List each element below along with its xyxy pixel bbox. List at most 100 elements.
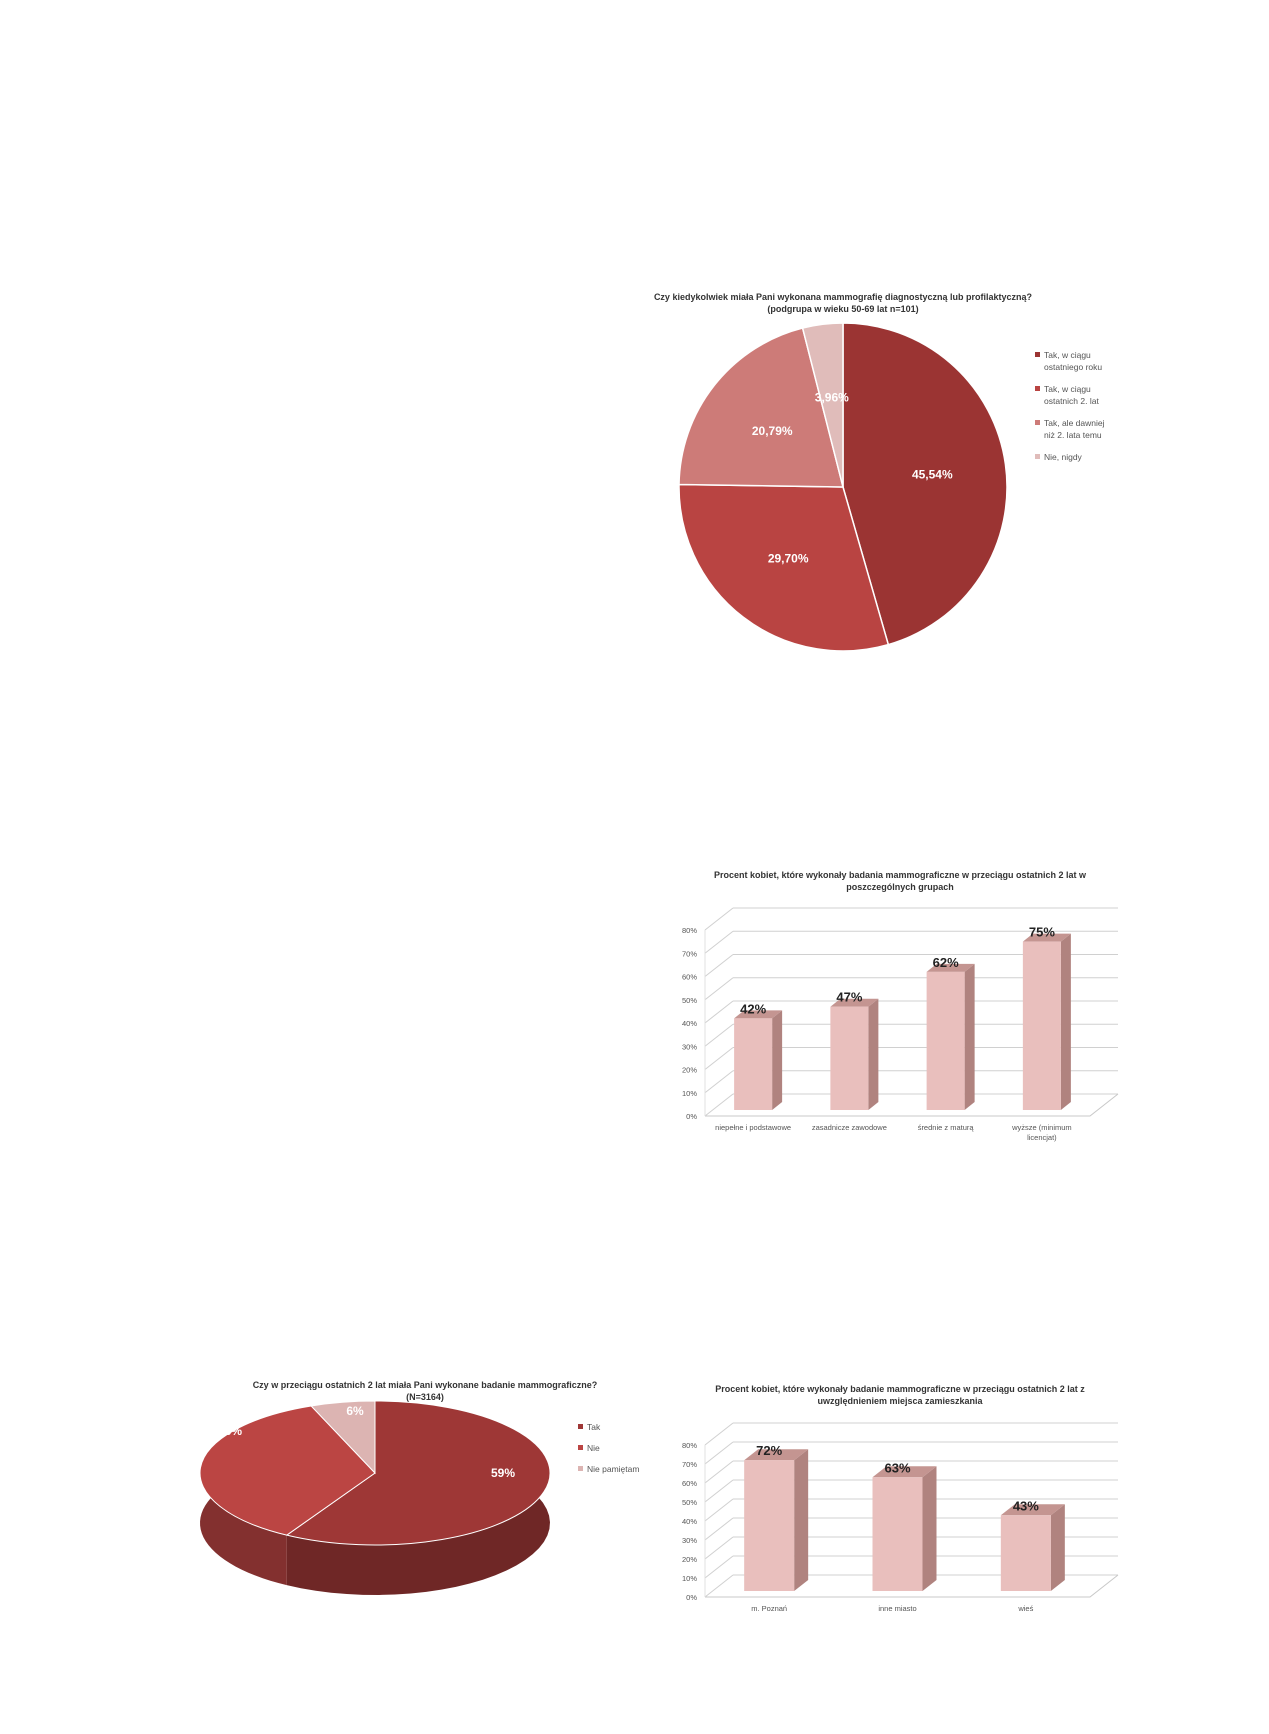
chart-title: Procent kobiet, które wykonały badania m… bbox=[714, 870, 1087, 880]
pie-data-label: 3,96% bbox=[815, 390, 849, 404]
bar-top bbox=[872, 1466, 937, 1478]
bar-top bbox=[734, 1010, 783, 1019]
y-tick-label: 40% bbox=[682, 1019, 697, 1028]
gridline-side bbox=[704, 1000, 734, 1024]
pie-slice bbox=[842, 322, 1008, 646]
gridline-side bbox=[704, 1070, 734, 1094]
legend-swatch bbox=[1035, 386, 1040, 391]
y-tick-label: 30% bbox=[682, 1042, 697, 1051]
legend-swatch bbox=[1035, 352, 1040, 357]
y-tick-label: 70% bbox=[682, 1460, 697, 1469]
legend-label: Nie bbox=[587, 1443, 600, 1453]
pie-data-label: 20,79% bbox=[752, 424, 793, 438]
bar-data-label: 62% bbox=[933, 955, 959, 970]
y-tick-label: 30% bbox=[682, 1536, 697, 1545]
bar-top bbox=[744, 1449, 809, 1461]
gridline-side bbox=[704, 1023, 734, 1047]
pie-data-label: 59% bbox=[491, 1466, 515, 1480]
x-tick-label: licencjat) bbox=[1027, 1133, 1057, 1142]
x-tick-label: średnie z maturą bbox=[918, 1123, 975, 1132]
x-tick-label: wieś bbox=[1017, 1604, 1033, 1613]
bar-side bbox=[868, 998, 879, 1110]
pie-chart-mammography-ever: Czy kiedykolwiek miała Pani wykonana mam… bbox=[654, 292, 1105, 652]
bar-chart-education: Procent kobiet, które wykonały badania m… bbox=[682, 870, 1119, 1142]
y-tick-label: 50% bbox=[682, 996, 697, 1005]
y-tick-label: 20% bbox=[682, 1555, 697, 1564]
pie-data-label: 6% bbox=[346, 1404, 364, 1418]
legend-label: Tak bbox=[587, 1422, 601, 1432]
legend-label: niż 2. lata temu bbox=[1044, 430, 1102, 440]
x-tick-label: inne miasto bbox=[878, 1604, 916, 1613]
chart-subtitle: uwzględnieniem miejsca zamieszkania bbox=[817, 1396, 983, 1406]
legend-swatch bbox=[578, 1424, 583, 1429]
gridline-side bbox=[704, 930, 734, 954]
gridline-side bbox=[704, 907, 734, 931]
legend-swatch bbox=[1035, 420, 1040, 425]
x-tick-label: niepełne i podstawowe bbox=[715, 1123, 791, 1132]
legend-swatch bbox=[1035, 454, 1040, 459]
bar-side bbox=[772, 1010, 783, 1110]
gridline-side bbox=[704, 1093, 734, 1117]
bar-top bbox=[1000, 1504, 1065, 1516]
gridline-side bbox=[704, 1441, 734, 1465]
pie-slice bbox=[678, 327, 844, 488]
pie-slice bbox=[310, 1400, 376, 1475]
bar bbox=[926, 971, 965, 1110]
gridline-side bbox=[704, 1517, 734, 1541]
legend-label: Tak, w ciągu bbox=[1044, 384, 1091, 394]
pie-slice bbox=[285, 1400, 551, 1546]
gridline-side bbox=[704, 1574, 734, 1598]
x-tick-label: zasadnicze zawodowe bbox=[812, 1123, 887, 1132]
chart-title: Czy kiedykolwiek miała Pani wykonana mam… bbox=[654, 292, 1032, 302]
gridline-side bbox=[704, 954, 734, 977]
gridline-side bbox=[704, 1422, 734, 1446]
bar-chart-residence: Procent kobiet, które wykonały badanie m… bbox=[682, 1384, 1119, 1613]
bar bbox=[1022, 941, 1061, 1110]
bar-data-label: 75% bbox=[1029, 925, 1055, 940]
bar-data-label: 63% bbox=[884, 1460, 910, 1475]
bar-side bbox=[794, 1449, 809, 1591]
gridline-side bbox=[704, 1536, 734, 1560]
pie-data-label: 45,54% bbox=[912, 467, 953, 481]
bar-data-label: 72% bbox=[756, 1443, 782, 1458]
chart-subtitle: (podgrupa w wieku 50-69 lat n=101) bbox=[767, 304, 918, 314]
pie-data-label: 36% bbox=[218, 1424, 242, 1438]
legend-label: Tak, ale dawniej bbox=[1044, 418, 1105, 428]
x-tick-label: wyższe (minimum bbox=[1011, 1123, 1072, 1132]
bar-top bbox=[1022, 933, 1071, 942]
bar bbox=[872, 1477, 923, 1591]
bar bbox=[1000, 1515, 1051, 1591]
bar-top bbox=[830, 998, 879, 1007]
gridline-side bbox=[704, 1479, 734, 1503]
bar-data-label: 43% bbox=[1013, 1498, 1039, 1513]
y-tick-label: 80% bbox=[682, 1441, 697, 1450]
bar bbox=[734, 1018, 773, 1110]
gridline-side bbox=[704, 1460, 734, 1484]
bar-side bbox=[1050, 1504, 1065, 1591]
bar bbox=[830, 1006, 869, 1110]
gridline-side bbox=[704, 1047, 734, 1070]
chart-floor bbox=[705, 1574, 1119, 1598]
gridline-side bbox=[704, 1555, 734, 1579]
y-tick-label: 60% bbox=[682, 973, 697, 982]
gridline-side bbox=[704, 977, 734, 1001]
y-tick-label: 0% bbox=[686, 1593, 697, 1602]
bar-side bbox=[1060, 933, 1071, 1110]
pie-chart-3d-last-2-years: Czy w przeciągu ostatnich 2 lat miała Pa… bbox=[199, 1380, 639, 1595]
y-tick-label: 10% bbox=[682, 1574, 697, 1583]
y-tick-label: 50% bbox=[682, 1498, 697, 1507]
legend-label: ostatniego roku bbox=[1044, 362, 1102, 372]
pie-slice bbox=[199, 1405, 376, 1536]
pie-slice bbox=[801, 322, 844, 488]
y-tick-label: 0% bbox=[686, 1112, 697, 1121]
bar-data-label: 47% bbox=[836, 990, 862, 1005]
bar bbox=[744, 1460, 795, 1591]
legend-label: Tak, w ciągu bbox=[1044, 350, 1091, 360]
legend-swatch bbox=[578, 1466, 583, 1471]
y-tick-label: 40% bbox=[682, 1517, 697, 1526]
chart-title: Procent kobiet, które wykonały badanie m… bbox=[715, 1384, 1085, 1394]
bar-side bbox=[964, 963, 975, 1110]
legend-swatch bbox=[578, 1445, 583, 1450]
y-tick-label: 10% bbox=[682, 1089, 697, 1098]
